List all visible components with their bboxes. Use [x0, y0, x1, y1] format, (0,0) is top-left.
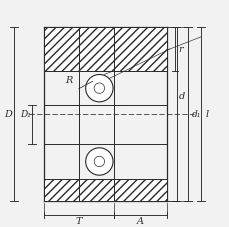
- Bar: [44, 105, 166, 144]
- Bar: [79, 27, 114, 71]
- Bar: [44, 179, 79, 201]
- Text: r: r: [178, 44, 182, 54]
- Circle shape: [94, 83, 104, 93]
- Bar: [79, 179, 114, 201]
- Circle shape: [85, 148, 113, 175]
- Text: D₁: D₁: [21, 110, 31, 118]
- Text: T: T: [75, 217, 82, 226]
- Text: D: D: [5, 110, 12, 118]
- Circle shape: [85, 74, 113, 102]
- Text: R: R: [65, 76, 72, 85]
- Circle shape: [94, 156, 104, 167]
- Text: d₁: d₁: [191, 110, 201, 118]
- Bar: [44, 27, 79, 71]
- Text: l: l: [205, 110, 208, 118]
- Text: d: d: [178, 92, 184, 101]
- Bar: [114, 179, 166, 201]
- Bar: [114, 27, 166, 71]
- Text: A: A: [136, 217, 143, 226]
